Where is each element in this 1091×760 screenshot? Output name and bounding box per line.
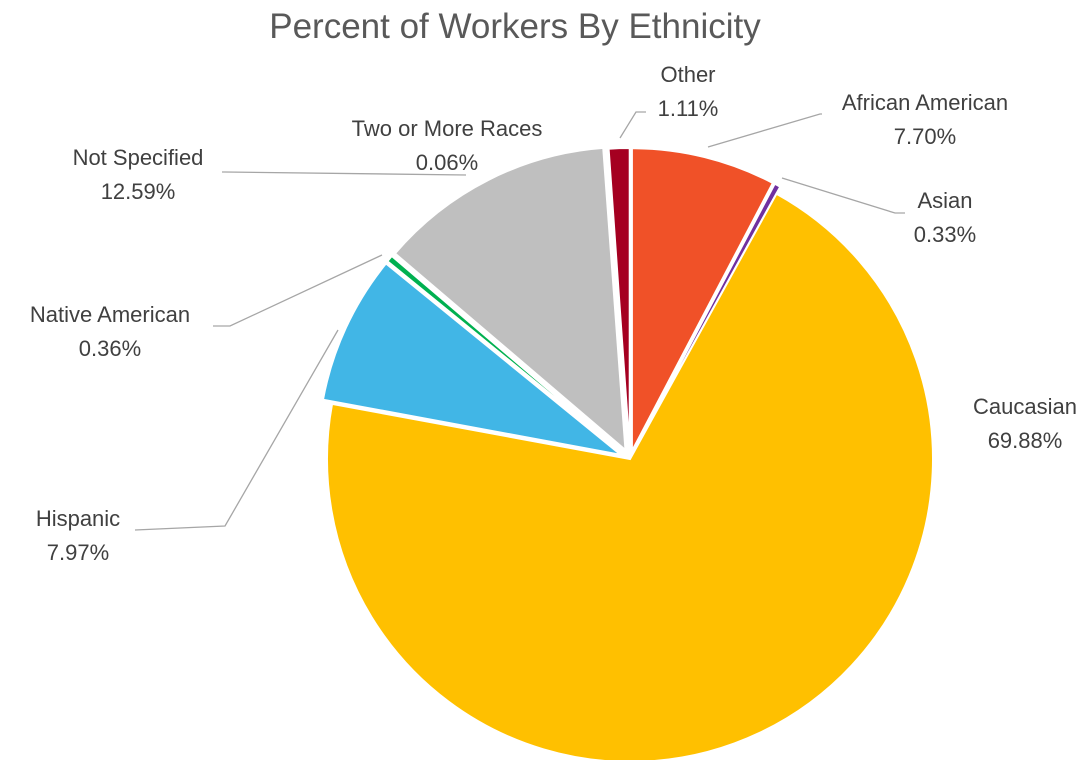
- chart-title: Percent of Workers By Ethnicity: [269, 7, 761, 46]
- pie-slice-caucasian: [326, 192, 934, 760]
- data-label-value-asian: 0.33%: [914, 222, 976, 247]
- data-label-value-two-or-more-races: 0.06%: [416, 150, 478, 175]
- data-label-value-other: 1.11%: [658, 96, 719, 121]
- leader-line-asian: [781, 177, 905, 214]
- data-label-value-native-american: 0.36%: [79, 336, 141, 361]
- data-label-name-not-specified: Not Specified: [73, 145, 204, 170]
- data-label-name-caucasian: Caucasian: [973, 394, 1077, 419]
- data-label-name-hispanic: Hispanic: [36, 506, 120, 531]
- pie-slice-african-american: [630, 147, 775, 452]
- pie-slice-native-american: [385, 254, 623, 454]
- pie-slice-hispanic: [321, 262, 622, 456]
- data-label-name-other: Other: [660, 62, 715, 87]
- leader-lines: [134, 111, 905, 531]
- data-label-value-hispanic: 7.97%: [47, 540, 109, 565]
- data-label-name-two-or-more-races: Two or More Races: [352, 116, 543, 141]
- data-label-value-not-specified: 12.59%: [101, 179, 176, 204]
- leader-line-not-specified: [222, 171, 467, 176]
- leader-line-other: [619, 111, 646, 139]
- data-label-name-native-american: Native American: [30, 302, 190, 327]
- leader-line-hispanic: [134, 329, 339, 531]
- pie-slices: [321, 146, 934, 760]
- data-label-name-african-american: African American: [842, 90, 1008, 115]
- data-labels: African American 7.70% Asian 0.33% Caucasian…: [30, 62, 1077, 565]
- pie-slice-not-specified: [393, 146, 627, 453]
- leader-line-native-american: [213, 254, 383, 327]
- leader-line-african-american: [707, 113, 822, 148]
- data-label-value-african-american: 7.70%: [894, 124, 956, 149]
- data-label-name-asian: Asian: [917, 188, 972, 213]
- pie-slice-other: [607, 147, 631, 452]
- data-label-value-caucasian: 69.88%: [988, 428, 1063, 453]
